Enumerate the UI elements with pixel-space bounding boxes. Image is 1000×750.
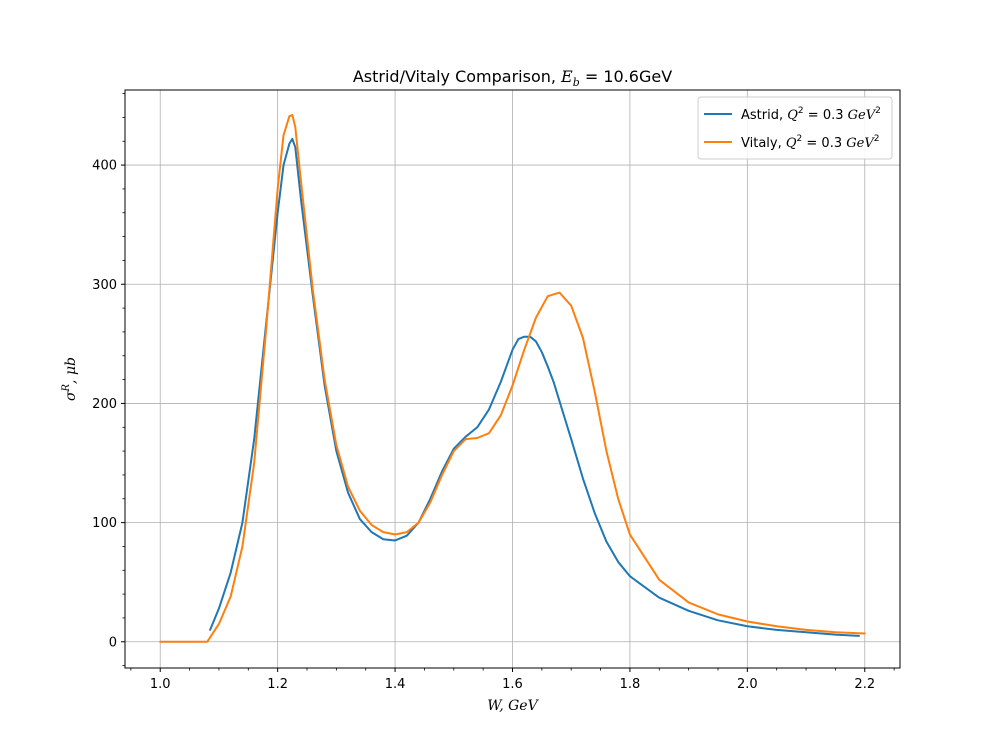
legend: Astrid, Q2 = 0.3 GeV2 Vitaly, Q2 = 0.3 Ge…: [697, 96, 893, 160]
x-tick-label: 1.2: [267, 677, 288, 692]
y-axis-label: σR, μb: [61, 357, 79, 401]
legend-label: Astrid, Q2 = 0.3 GeV2: [741, 106, 881, 123]
series-lines: [159, 114, 866, 643]
x-tick-label: 2.2: [854, 677, 875, 692]
legend-label: Vitaly, Q2 = 0.3 GeV2: [741, 134, 879, 151]
chart-title: Astrid/Vitaly Comparison, Eb = 10.6GeV: [353, 67, 672, 89]
x-tick-label: 2.0: [737, 677, 758, 692]
y-tick-label: 100: [92, 516, 117, 531]
legend-box: [697, 96, 893, 160]
x-tick-label: 1.4: [385, 677, 406, 692]
x-axis-label: W, GeV: [487, 698, 539, 714]
y-tick-label: 300: [92, 278, 117, 293]
x-tick-label: 1.0: [150, 677, 171, 692]
y-tick-label: 200: [92, 397, 117, 412]
x-tick-label: 1.8: [620, 677, 641, 692]
grid-lines: [125, 90, 900, 668]
y-tick-label: 400: [92, 159, 117, 174]
series-line-vitaly: [159, 114, 866, 643]
series-line-astrid: [209, 137, 860, 637]
y-tick-label: 0: [109, 635, 117, 650]
axis-ticks: 1.0 1.2 1.4 1.6 1.8 2.0 2.2 0 100 200 300 400: [92, 93, 895, 692]
x-tick-label: 1.6: [502, 677, 523, 692]
